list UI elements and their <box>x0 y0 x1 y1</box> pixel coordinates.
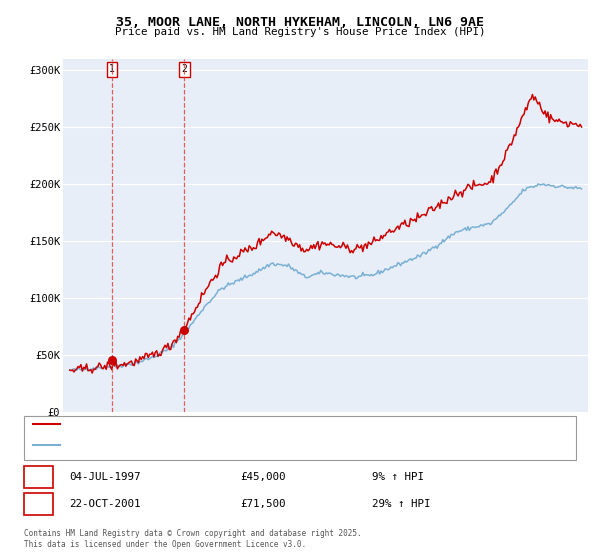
Text: 04-JUL-1997: 04-JUL-1997 <box>69 472 140 482</box>
Text: Price paid vs. HM Land Registry's House Price Index (HPI): Price paid vs. HM Land Registry's House … <box>115 27 485 37</box>
Text: Contains HM Land Registry data © Crown copyright and database right 2025.
This d: Contains HM Land Registry data © Crown c… <box>24 529 362 549</box>
Text: 35, MOOR LANE, NORTH HYKEHAM, LINCOLN, LN6 9AE (semi-detached house): 35, MOOR LANE, NORTH HYKEHAM, LINCOLN, L… <box>63 419 428 428</box>
Text: 9% ↑ HPI: 9% ↑ HPI <box>372 472 424 482</box>
Text: 1: 1 <box>35 472 42 482</box>
Text: HPI: Average price, semi-detached house, North Kesteven: HPI: Average price, semi-detached house,… <box>63 440 359 449</box>
Text: 1: 1 <box>109 64 115 74</box>
Text: 2: 2 <box>181 64 187 74</box>
Text: 29% ↑ HPI: 29% ↑ HPI <box>372 499 431 509</box>
Text: £45,000: £45,000 <box>240 472 286 482</box>
Text: £71,500: £71,500 <box>240 499 286 509</box>
Text: 22-OCT-2001: 22-OCT-2001 <box>69 499 140 509</box>
Text: 2: 2 <box>35 499 42 509</box>
Text: 35, MOOR LANE, NORTH HYKEHAM, LINCOLN, LN6 9AE: 35, MOOR LANE, NORTH HYKEHAM, LINCOLN, L… <box>116 16 484 29</box>
